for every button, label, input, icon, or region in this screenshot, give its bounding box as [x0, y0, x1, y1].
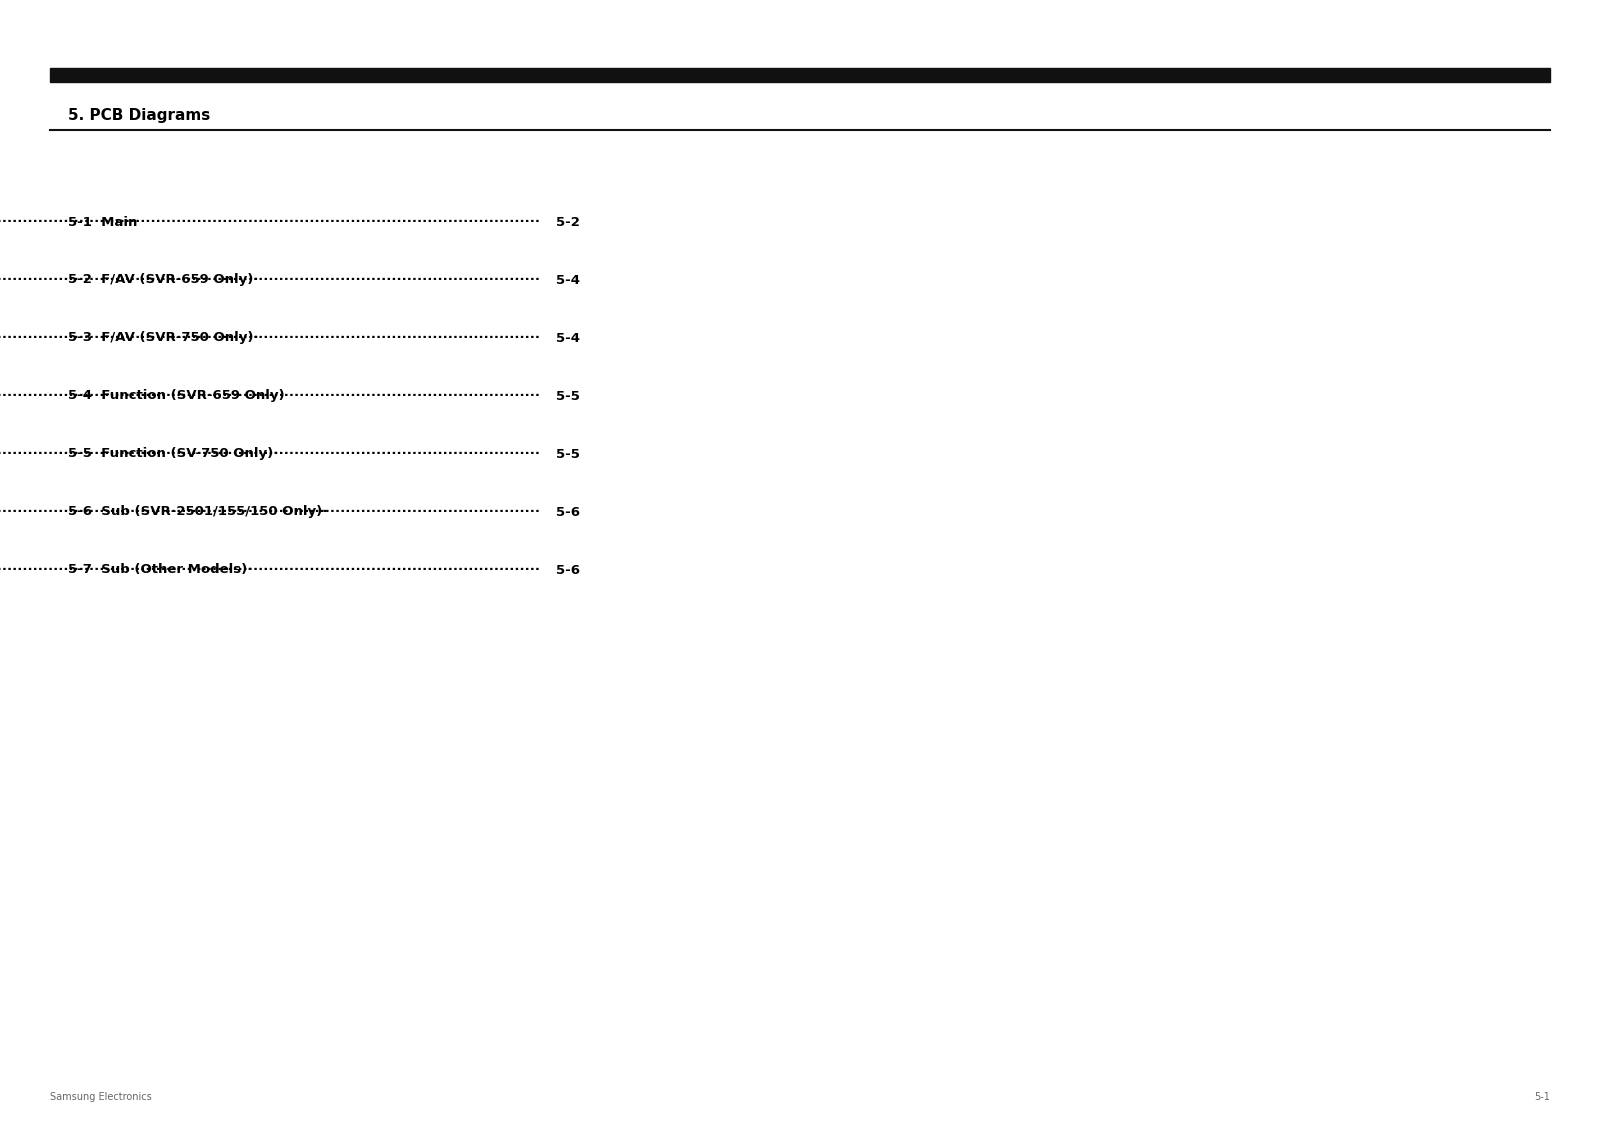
Text: ················································································: ········································… — [0, 447, 541, 461]
Text: 5-6  Sub (SVR-2501/155/150 Only)·: 5-6 Sub (SVR-2501/155/150 Only)· — [67, 506, 328, 518]
Text: ················································································: ········································… — [0, 389, 541, 403]
Text: ················································································: ········································… — [0, 215, 541, 229]
Text: 5-7  Sub (Other Models)·: 5-7 Sub (Other Models)· — [67, 564, 253, 576]
Text: 5-6: 5-6 — [557, 564, 579, 576]
Text: 5. PCB Diagrams: 5. PCB Diagrams — [67, 108, 210, 123]
Text: ················································································: ········································… — [0, 506, 541, 518]
Text: 5-4: 5-4 — [557, 332, 579, 344]
Text: 5-1  Main: 5-1 Main — [67, 215, 138, 229]
Text: 5-3  F/AV (SVR-750 Only)·: 5-3 F/AV (SVR-750 Only)· — [67, 332, 259, 344]
Text: ················································································: ········································… — [0, 332, 541, 344]
Text: 5-4  Function (SVR-659 Only): 5-4 Function (SVR-659 Only) — [67, 389, 294, 403]
Text: 5-5: 5-5 — [557, 389, 579, 403]
Text: 5-2  F/AV (SVR-659 Only)·: 5-2 F/AV (SVR-659 Only)· — [67, 274, 259, 286]
Text: 5-4: 5-4 — [557, 274, 579, 286]
Text: 5-6: 5-6 — [557, 506, 579, 518]
Bar — [50, 68, 1550, 82]
Text: ················································································: ········································… — [0, 274, 541, 286]
Text: 5-2: 5-2 — [557, 215, 579, 229]
Text: 5-5: 5-5 — [557, 447, 579, 461]
Text: 5-1: 5-1 — [1534, 1092, 1550, 1101]
Text: ················································································: ········································… — [0, 564, 541, 576]
Text: 5-5  Function (SV-750 Only)·: 5-5 Function (SV-750 Only)· — [67, 447, 278, 461]
Text: Samsung Electronics: Samsung Electronics — [50, 1092, 152, 1101]
